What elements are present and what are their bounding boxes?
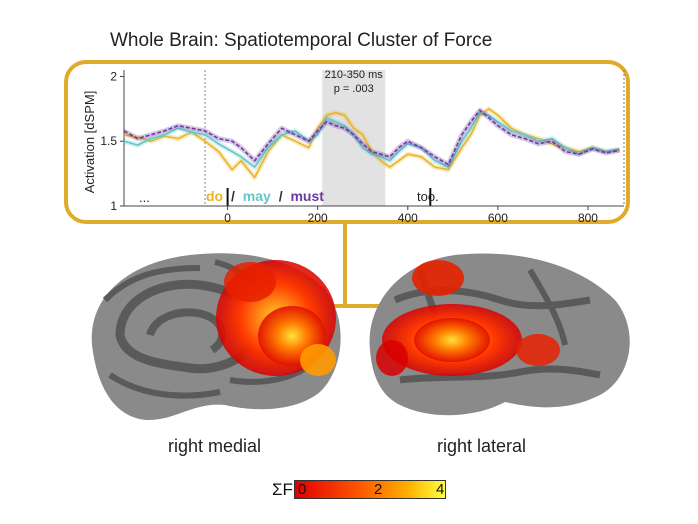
- brain-lateral: [369, 253, 630, 416]
- y-tick-label: 1: [110, 199, 117, 213]
- y-tick-label: 2: [110, 69, 117, 83]
- x-tick-label: 800: [578, 211, 598, 225]
- colorbar-tick-0: 0: [298, 481, 307, 498]
- label-do: do: [206, 188, 223, 204]
- caption-right-medial: right medial: [168, 436, 262, 456]
- p-value-label: p = .003: [334, 83, 374, 95]
- x-tick-label: 600: [488, 211, 508, 225]
- colorbar-tick-4: 4: [436, 481, 445, 498]
- series-line-may: [123, 111, 620, 168]
- plot-frame: [64, 60, 630, 224]
- pre-ellipsis: ...: [139, 190, 150, 205]
- separator-2: /: [279, 188, 283, 204]
- connector-vertical: [343, 224, 347, 308]
- x-tick-label: 0: [224, 211, 231, 225]
- label-too: too.: [417, 189, 439, 204]
- window-label: 210-350 ms: [325, 69, 384, 81]
- x-tick-label: 400: [398, 211, 418, 225]
- colorbar: [294, 480, 446, 499]
- label-must: must: [290, 188, 324, 204]
- caption-right-lateral: right lateral: [437, 436, 527, 456]
- colorbar-tick-2: 2: [374, 481, 383, 498]
- brain-medial: [91, 253, 341, 420]
- connector-right: [343, 304, 385, 308]
- figure-title: Whole Brain: Spatiotemporal Cluster of F…: [110, 30, 493, 51]
- separator-1: /: [231, 188, 235, 204]
- y-axis-label: Activation [dSPM]: [82, 91, 97, 194]
- label-may: may: [243, 188, 271, 204]
- series-line-must: [123, 109, 620, 166]
- x-tick-label: 200: [308, 211, 328, 225]
- condition-labels: do / may / must: [206, 188, 324, 204]
- activation-chart: 0 200 400 600 800 1 1.5 2 210-350 ms p = .003 A…: [82, 69, 625, 225]
- significant-window: [322, 70, 386, 206]
- colorbar-label: ΣF: [272, 480, 293, 499]
- y-tick-label: 1.5: [100, 134, 117, 148]
